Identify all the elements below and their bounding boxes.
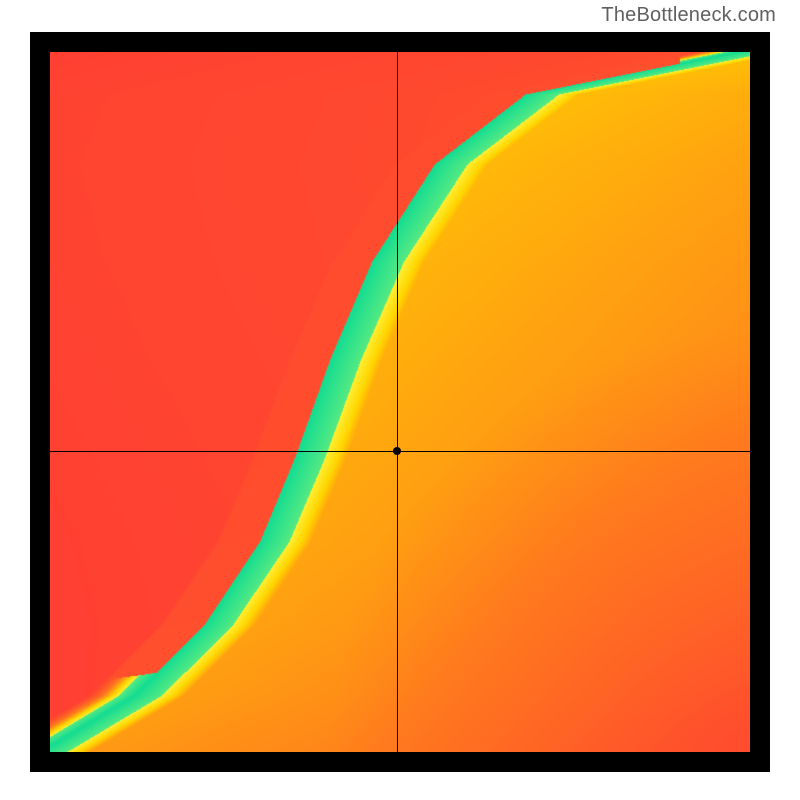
site-watermark: TheBottleneck.com: [601, 4, 776, 27]
heatmap-canvas: [50, 52, 750, 752]
crosshair-vertical: [397, 52, 398, 752]
crosshair-marker-dot[interactable]: [393, 447, 401, 455]
page-root: TheBottleneck.com: [0, 0, 800, 800]
chart-frame: [30, 32, 770, 772]
chart-area: [50, 52, 750, 752]
